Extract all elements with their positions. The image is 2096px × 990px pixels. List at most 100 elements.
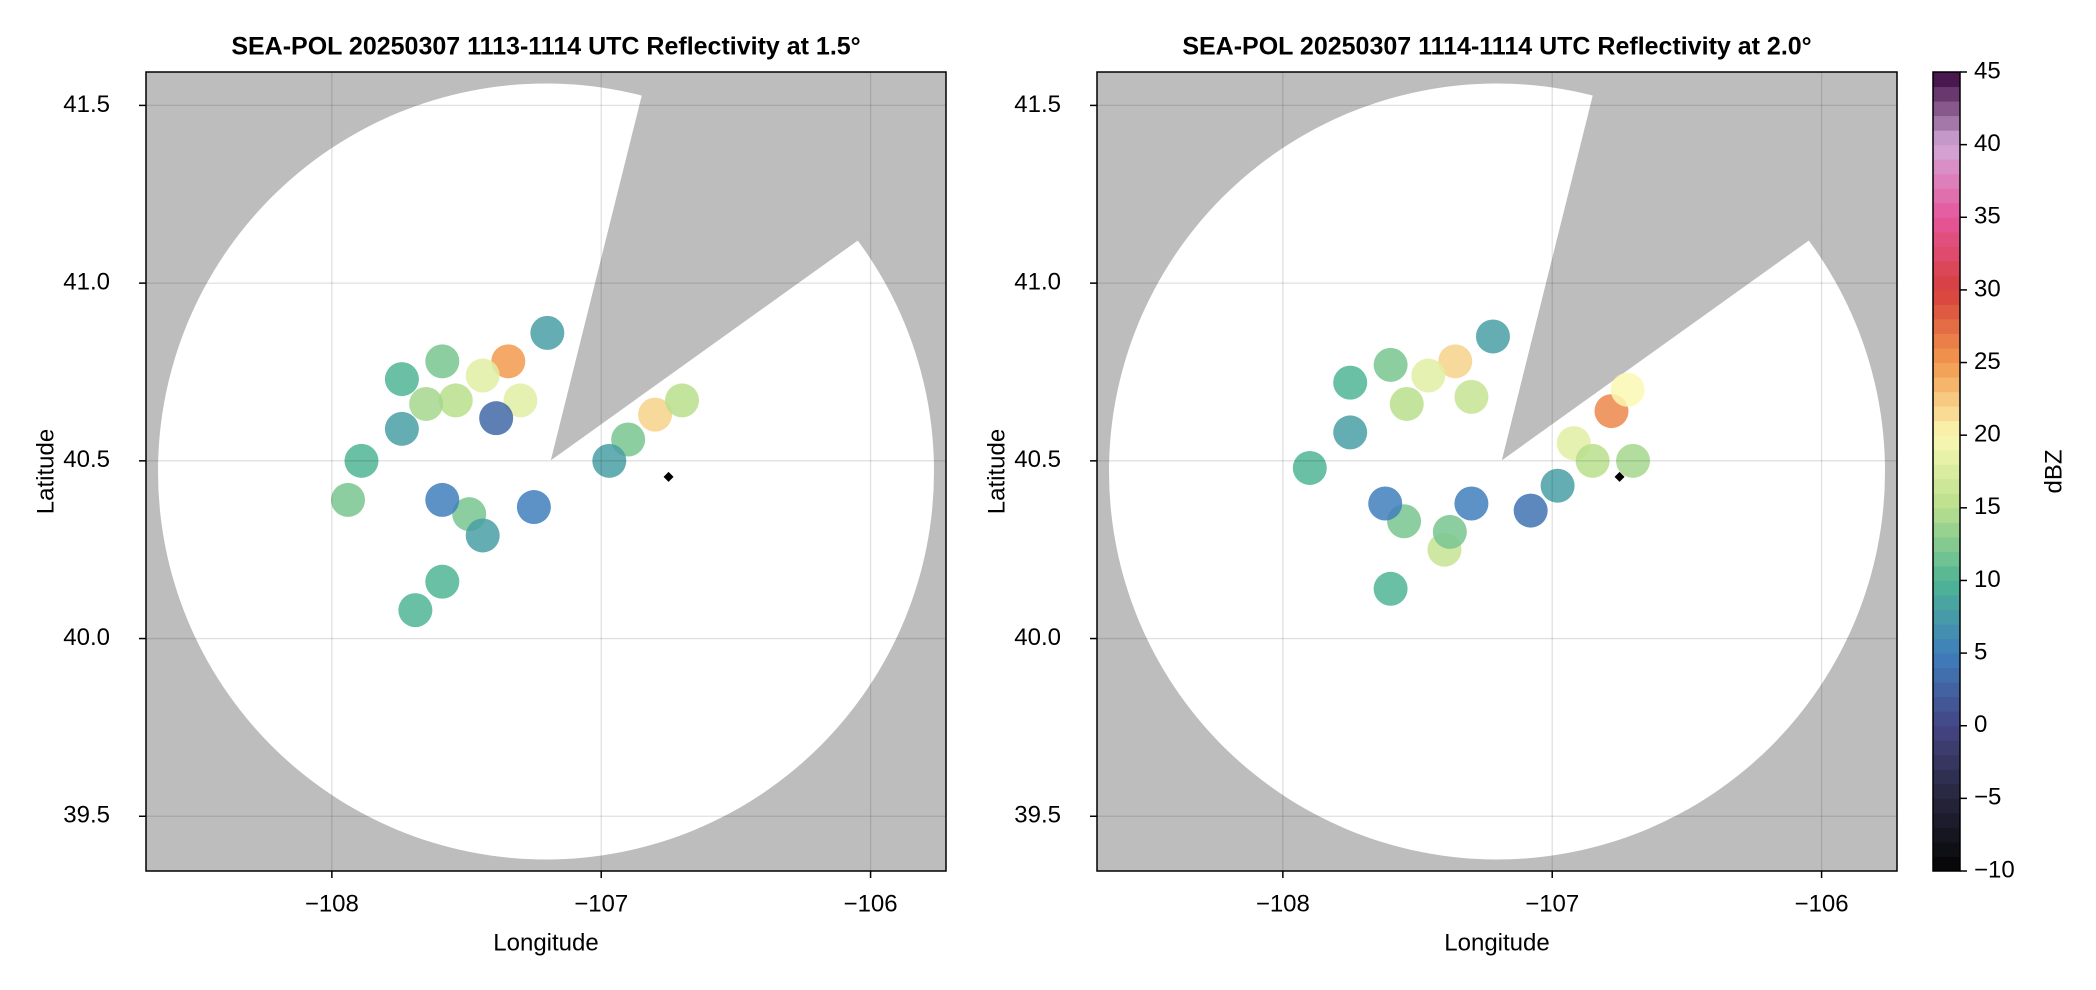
echo	[384, 411, 419, 446]
colorbar-step	[1933, 348, 1960, 364]
echo	[530, 315, 565, 350]
echo	[344, 443, 379, 478]
echo	[465, 518, 500, 553]
plot-area	[146, 72, 946, 871]
colorbar-step	[1933, 638, 1960, 654]
x-tick-label: −108	[305, 890, 359, 917]
colorbar-tick-label: 45	[1974, 57, 2001, 84]
colorbar-step	[1933, 609, 1960, 625]
colorbar-step	[1933, 565, 1960, 581]
colorbar-step	[1933, 130, 1960, 146]
colorbar-tick-label: 10	[1974, 566, 2001, 593]
echo	[1540, 468, 1575, 503]
colorbar-step	[1933, 536, 1960, 552]
echo	[479, 401, 514, 436]
echo	[465, 358, 500, 393]
colorbar-tick-label: 0	[1974, 711, 1987, 738]
colorbar-tick-label: 30	[1974, 275, 2001, 302]
colorbar-tick-label: 15	[1974, 493, 2001, 520]
blocked-sector	[1501, 72, 1897, 461]
echo	[1610, 372, 1645, 407]
y-tick-label: 41.5	[1014, 91, 1061, 118]
colorbar-step	[1933, 275, 1960, 291]
colorbar-step	[1933, 551, 1960, 567]
colorbar-step	[1933, 115, 1960, 131]
echo	[1411, 358, 1446, 393]
x-axis-label: Longitude	[1444, 929, 1549, 956]
colorbar-step	[1933, 289, 1960, 305]
colorbar-step	[1933, 202, 1960, 218]
y-tick-label: 40.5	[63, 446, 110, 473]
y-axis-label: Latitude	[32, 429, 59, 514]
colorbar-step	[1933, 769, 1960, 785]
colorbar-step	[1933, 754, 1960, 770]
colorbar-step	[1933, 682, 1960, 698]
echo	[409, 386, 444, 421]
y-tick-label: 39.5	[1014, 802, 1061, 829]
y-axis-label: Latitude	[983, 429, 1010, 514]
colorbar-step	[1933, 856, 1960, 872]
y-tick-label: 40.0	[1014, 624, 1061, 651]
colorbar-label: dBZ	[2040, 449, 2067, 493]
echo	[1432, 514, 1467, 549]
colorbar-step	[1933, 449, 1960, 465]
echo	[438, 383, 473, 418]
colorbar-step	[1933, 740, 1960, 756]
y-tick-label: 39.5	[63, 802, 110, 829]
colorbar-step	[1933, 217, 1960, 233]
axes-frame	[1096, 71, 1898, 872]
colorbar-tick-label: −10	[1974, 856, 2015, 883]
site-marker	[1614, 471, 1625, 482]
echo	[1373, 347, 1408, 382]
echo	[1368, 486, 1403, 521]
colorbar-step	[1933, 86, 1960, 102]
echo	[425, 564, 460, 599]
echo	[1575, 443, 1610, 478]
colorbar-step	[1933, 391, 1960, 407]
axes-frame	[145, 71, 947, 872]
colorbar-step	[1933, 435, 1960, 451]
colorbar-step	[1933, 667, 1960, 683]
colorbar-step	[1933, 333, 1960, 349]
plot-area	[1097, 72, 1897, 871]
echo	[1333, 365, 1368, 400]
echo	[384, 362, 419, 397]
y-tick-label: 41.0	[1014, 268, 1061, 295]
y-tick-label: 40.0	[63, 624, 110, 651]
echo	[503, 383, 538, 418]
echo	[592, 443, 627, 478]
colorbar-tick-label: 40	[1974, 130, 2001, 157]
blocked-sector	[550, 72, 946, 461]
colorbar-step	[1933, 725, 1960, 741]
echo	[1373, 571, 1408, 606]
echo	[425, 482, 460, 517]
y-tick-label: 41.0	[63, 268, 110, 295]
colorbar-tick-label: 20	[1974, 421, 2001, 448]
echo	[398, 593, 433, 628]
colorbar-step	[1933, 72, 1960, 88]
colorbar-step	[1933, 464, 1960, 480]
colorbar-step	[1933, 522, 1960, 538]
site-marker	[663, 471, 674, 482]
colorbar-step	[1933, 624, 1960, 640]
colorbar-step	[1933, 304, 1960, 320]
colorbar-step	[1933, 246, 1960, 262]
colorbar-step	[1933, 260, 1960, 276]
echo	[1438, 344, 1473, 379]
colorbar-step	[1933, 493, 1960, 509]
colorbar-tick-label: 5	[1974, 638, 1987, 665]
echo	[1292, 450, 1327, 485]
colorbar-step	[1933, 580, 1960, 596]
colorbar-step	[1933, 377, 1960, 393]
colorbar-step	[1933, 101, 1960, 117]
colorbar-frame	[1932, 71, 1961, 872]
echo	[491, 344, 526, 379]
colorbar-step	[1933, 653, 1960, 669]
y-tick-label: 41.5	[63, 91, 110, 118]
y-tick-label: 40.5	[1014, 446, 1061, 473]
x-tick-label: −107	[1525, 890, 1579, 917]
colorbar-step	[1933, 696, 1960, 712]
colorbar-step	[1933, 798, 1960, 814]
colorbar-step	[1933, 507, 1960, 523]
x-tick-label: −108	[1256, 890, 1310, 917]
